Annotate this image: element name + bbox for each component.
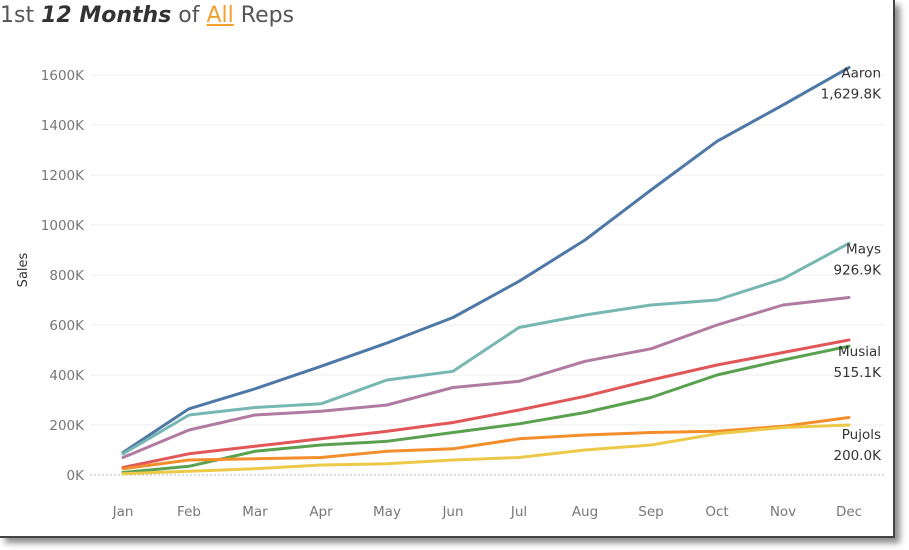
- end-label-name-mays: Mays: [846, 241, 881, 257]
- title-suffix: Reps: [233, 3, 295, 28]
- y-tick-label: 800K: [49, 268, 85, 284]
- y-tick-label: 1600K: [41, 68, 85, 84]
- series-line-series-b07aa1[interactable]: [121, 296, 851, 459]
- x-tick-label: Aug: [572, 504, 598, 520]
- x-tick-label: Jun: [441, 504, 463, 520]
- end-label-value-mays: 926.9K: [833, 262, 882, 278]
- series-line-aaron[interactable]: [121, 66, 851, 454]
- x-tick-label: Jul: [510, 504, 527, 520]
- x-tick-label: Jan: [112, 504, 134, 520]
- y-tick-label: 0K: [67, 468, 86, 484]
- y-tick-label: 1200K: [41, 168, 85, 184]
- x-tick-label: Dec: [836, 504, 862, 520]
- title-emphasis: 12 Months: [41, 3, 172, 28]
- end-label-value-musial: 515.1K: [833, 365, 882, 381]
- x-tick-label: May: [373, 504, 401, 520]
- title-middle: of: [171, 3, 207, 28]
- series-line-series-e15759[interactable]: [121, 338, 851, 469]
- title-prefix: 1st: [0, 3, 42, 28]
- end-label-name-aaron: Aaron: [841, 66, 881, 82]
- rep-filter-link[interactable]: All: [206, 3, 234, 28]
- x-tick-label: Nov: [770, 504, 796, 520]
- y-tick-label: 400K: [49, 368, 85, 384]
- series-line-mays[interactable]: [121, 241, 851, 456]
- series-line-pujols[interactable]: [121, 423, 851, 476]
- y-tick-label: 600K: [49, 318, 85, 334]
- x-tick-label: Feb: [177, 504, 201, 520]
- end-label-value-aaron: 1,629.8K: [821, 87, 883, 103]
- x-tick-label: Apr: [309, 504, 333, 520]
- end-label-name-musial: Musial: [838, 344, 881, 360]
- end-label-value-pujols: 200.0K: [833, 448, 882, 464]
- x-tick-label: Sep: [638, 504, 663, 520]
- y-axis-label: Sales: [16, 252, 31, 287]
- end-label-name-pujols: Pujols: [842, 427, 881, 443]
- series-line-series-f28e2b[interactable]: [121, 416, 851, 471]
- y-tick-label: 1400K: [41, 118, 85, 134]
- series-line-musial[interactable]: [121, 344, 851, 474]
- x-tick-label: Oct: [705, 504, 728, 520]
- x-tick-label: Mar: [242, 504, 268, 520]
- y-tick-label: 1000K: [41, 218, 85, 234]
- chart-title: 1st 12 Months of All Reps: [0, 3, 294, 28]
- y-tick-label: 200K: [49, 418, 85, 434]
